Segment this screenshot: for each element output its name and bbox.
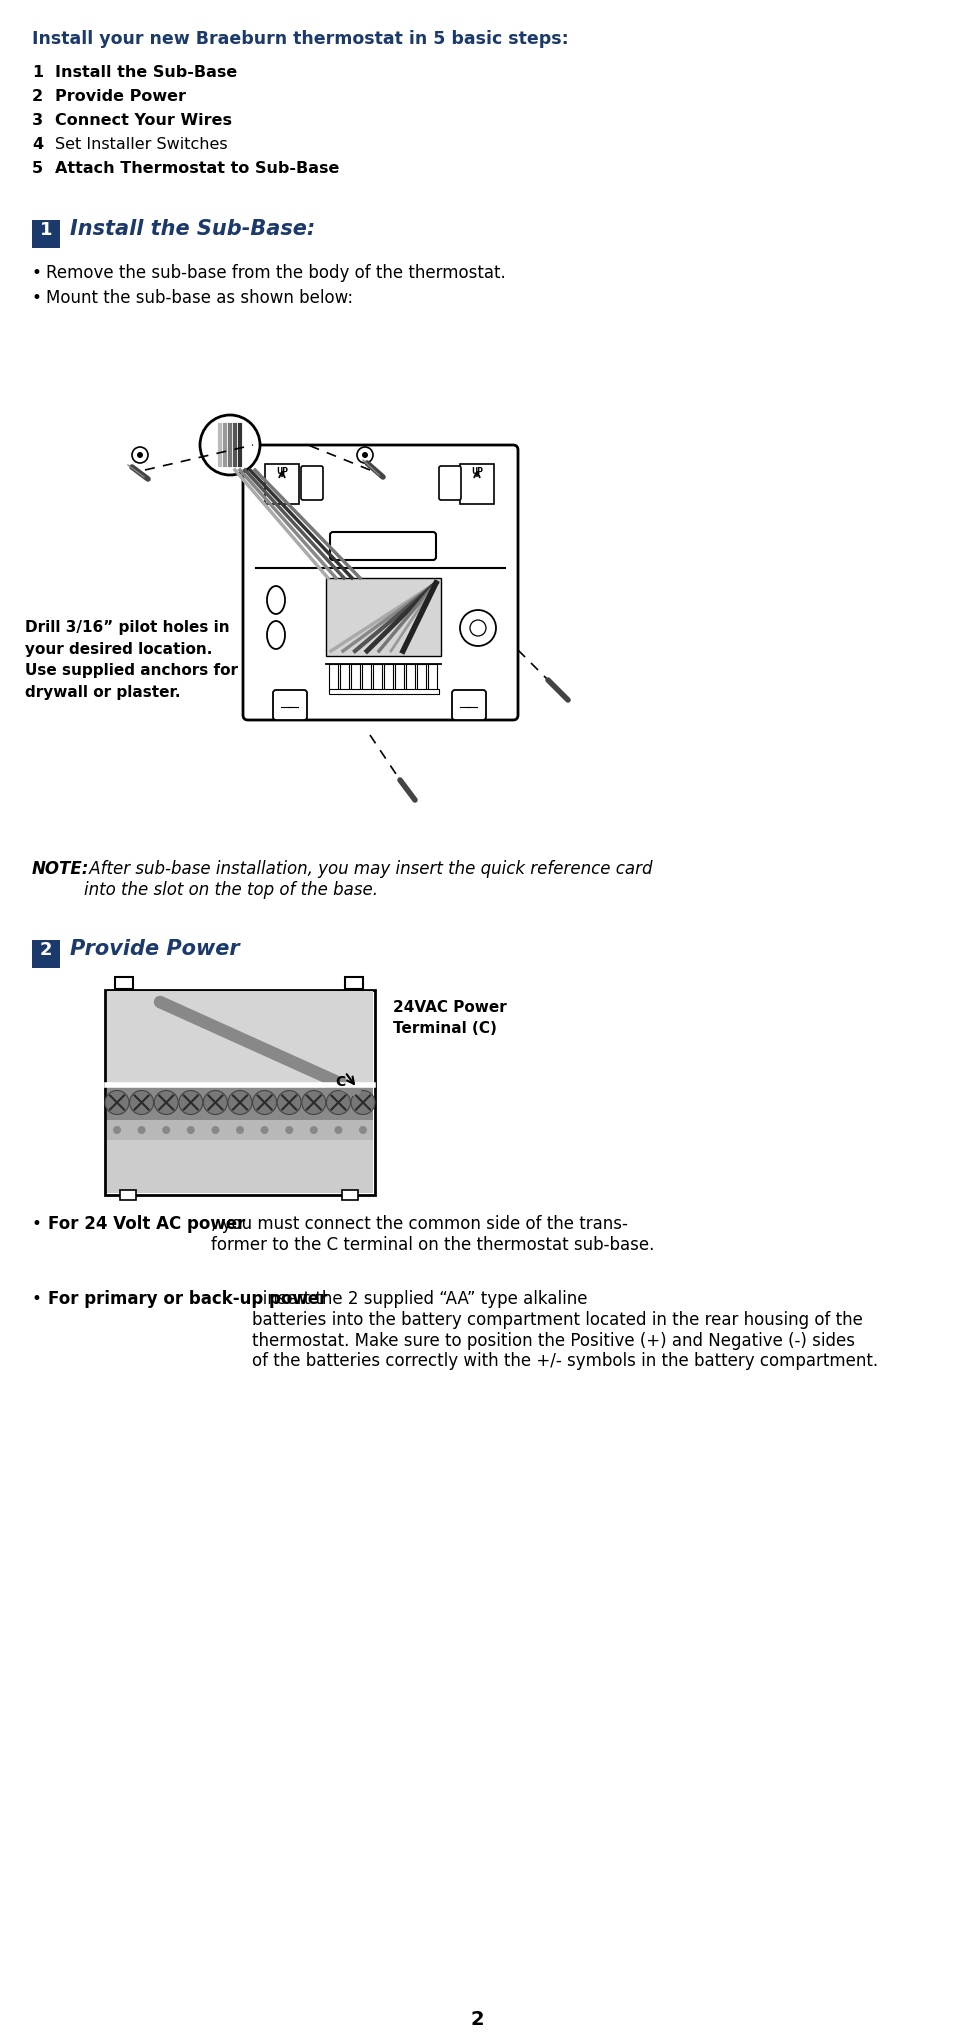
Text: , insert the 2 supplied “AA” type alkaline
batteries into the battery compartmen: , insert the 2 supplied “AA” type alkali… (252, 1291, 877, 1370)
FancyBboxPatch shape (32, 941, 60, 967)
FancyBboxPatch shape (243, 446, 517, 721)
FancyBboxPatch shape (273, 690, 307, 721)
Circle shape (277, 1091, 301, 1114)
Text: Install your new Braeburn thermostat in 5 basic steps:: Install your new Braeburn thermostat in … (32, 31, 568, 49)
Text: NOTE:: NOTE: (32, 859, 90, 878)
FancyBboxPatch shape (329, 664, 337, 692)
Text: Mount the sub-base as shown below:: Mount the sub-base as shown below: (46, 289, 353, 307)
Text: •: • (32, 1215, 42, 1234)
Circle shape (137, 1126, 146, 1134)
FancyBboxPatch shape (329, 688, 438, 694)
FancyBboxPatch shape (351, 664, 359, 692)
FancyBboxPatch shape (301, 466, 323, 501)
Circle shape (162, 1126, 170, 1134)
Text: 3: 3 (32, 114, 43, 128)
FancyBboxPatch shape (341, 1189, 357, 1199)
FancyBboxPatch shape (459, 464, 494, 505)
FancyBboxPatch shape (361, 664, 371, 692)
Text: Drill 3/16” pilot holes in
your desired location.
Use supplied anchors for
drywa: Drill 3/16” pilot holes in your desired … (25, 621, 237, 700)
FancyBboxPatch shape (373, 664, 381, 692)
Circle shape (358, 1126, 367, 1134)
Circle shape (361, 452, 368, 458)
FancyBboxPatch shape (265, 464, 298, 505)
Circle shape (130, 1091, 153, 1114)
Text: Attach Thermostat to Sub-Base: Attach Thermostat to Sub-Base (55, 161, 339, 175)
Text: •: • (32, 289, 42, 307)
Text: Install the Sub-Base: Install the Sub-Base (55, 65, 237, 79)
FancyBboxPatch shape (107, 992, 373, 1085)
Text: 4: 4 (32, 136, 43, 153)
Circle shape (301, 1091, 326, 1114)
Circle shape (203, 1091, 227, 1114)
FancyBboxPatch shape (326, 578, 440, 656)
Circle shape (285, 1126, 293, 1134)
Text: 2: 2 (40, 941, 52, 959)
FancyBboxPatch shape (452, 690, 485, 721)
Text: Connect Your Wires: Connect Your Wires (55, 114, 232, 128)
FancyBboxPatch shape (428, 664, 436, 692)
FancyBboxPatch shape (406, 664, 415, 692)
Circle shape (228, 1091, 252, 1114)
Circle shape (137, 452, 143, 458)
Circle shape (200, 415, 260, 474)
FancyBboxPatch shape (345, 977, 363, 989)
Text: 1: 1 (32, 65, 43, 79)
FancyBboxPatch shape (438, 466, 460, 501)
FancyBboxPatch shape (384, 664, 393, 692)
Text: 5: 5 (32, 161, 43, 175)
FancyBboxPatch shape (32, 220, 60, 248)
Text: 1: 1 (40, 222, 52, 238)
FancyBboxPatch shape (107, 1140, 373, 1193)
Circle shape (253, 1091, 276, 1114)
Text: After sub-base installation, you may insert the quick reference card
into the sl: After sub-base installation, you may ins… (84, 859, 652, 898)
FancyBboxPatch shape (107, 1120, 373, 1140)
Ellipse shape (267, 586, 285, 615)
FancyBboxPatch shape (416, 664, 426, 692)
Text: Install the Sub-Base:: Install the Sub-Base: (70, 220, 314, 238)
Text: , you must connect the common side of the trans-
former to the C terminal on the: , you must connect the common side of th… (211, 1215, 654, 1254)
Text: Provide Power: Provide Power (70, 939, 239, 959)
FancyBboxPatch shape (115, 977, 132, 989)
FancyBboxPatch shape (330, 531, 436, 560)
Ellipse shape (267, 621, 285, 649)
Circle shape (351, 1091, 375, 1114)
FancyBboxPatch shape (105, 989, 375, 1195)
Circle shape (212, 1126, 219, 1134)
FancyBboxPatch shape (107, 1085, 373, 1120)
Circle shape (326, 1091, 350, 1114)
Text: Set Installer Switches: Set Installer Switches (55, 136, 228, 153)
Text: For 24 Volt AC power: For 24 Volt AC power (48, 1215, 245, 1234)
Text: For primary or back-up power: For primary or back-up power (48, 1291, 327, 1307)
Circle shape (187, 1126, 194, 1134)
Circle shape (112, 1126, 121, 1134)
Text: 2: 2 (32, 90, 43, 104)
Circle shape (178, 1091, 203, 1114)
Circle shape (260, 1126, 269, 1134)
Text: •: • (32, 1291, 42, 1307)
Circle shape (105, 1091, 129, 1114)
Circle shape (335, 1126, 342, 1134)
Text: UP: UP (275, 466, 288, 476)
FancyBboxPatch shape (395, 664, 403, 692)
Text: Provide Power: Provide Power (55, 90, 186, 104)
Text: 24VAC Power
Terminal (C): 24VAC Power Terminal (C) (393, 1000, 506, 1036)
Text: UP: UP (471, 466, 482, 476)
Circle shape (235, 1126, 244, 1134)
Text: •: • (32, 265, 42, 283)
Text: C: C (335, 1075, 345, 1089)
FancyBboxPatch shape (339, 664, 349, 692)
Text: Remove the sub-base from the body of the thermostat.: Remove the sub-base from the body of the… (46, 265, 505, 283)
Circle shape (154, 1091, 178, 1114)
Text: 2: 2 (470, 2010, 483, 2030)
FancyBboxPatch shape (120, 1189, 136, 1199)
Circle shape (310, 1126, 317, 1134)
